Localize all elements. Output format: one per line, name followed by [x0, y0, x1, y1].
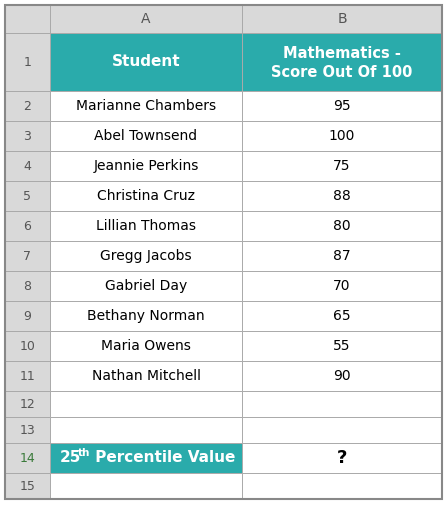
- Text: 9: 9: [24, 309, 31, 323]
- Text: 90: 90: [333, 369, 351, 383]
- Bar: [5, 5, 50, 33]
- Bar: [5, 33, 50, 91]
- Bar: [242, 417, 442, 443]
- Bar: [50, 151, 242, 181]
- Bar: [5, 331, 50, 361]
- Text: 55: 55: [333, 339, 351, 353]
- Bar: [5, 151, 50, 181]
- Text: 1: 1: [24, 55, 31, 69]
- Text: 12: 12: [20, 397, 35, 410]
- Text: 65: 65: [333, 309, 351, 323]
- Text: Abel Townsend: Abel Townsend: [94, 129, 198, 143]
- Bar: [50, 391, 242, 417]
- Bar: [242, 121, 442, 151]
- Text: B: B: [337, 12, 347, 26]
- Text: 8: 8: [24, 279, 31, 293]
- Text: 95: 95: [333, 99, 351, 113]
- Text: Maria Owens: Maria Owens: [101, 339, 191, 353]
- Bar: [242, 33, 442, 91]
- Text: Mathematics -: Mathematics -: [283, 46, 401, 61]
- Text: 4: 4: [24, 160, 31, 173]
- Bar: [5, 443, 50, 473]
- Text: Score Out Of 100: Score Out Of 100: [271, 65, 413, 80]
- Bar: [5, 391, 50, 417]
- Text: 10: 10: [20, 339, 35, 353]
- Bar: [5, 301, 50, 331]
- Bar: [242, 151, 442, 181]
- Text: Lillian Thomas: Lillian Thomas: [96, 219, 196, 233]
- Bar: [50, 181, 242, 211]
- Bar: [5, 211, 50, 241]
- Bar: [242, 5, 442, 33]
- Bar: [5, 361, 50, 391]
- Text: 11: 11: [20, 369, 35, 383]
- Bar: [50, 443, 242, 473]
- Bar: [50, 241, 242, 271]
- Bar: [50, 361, 242, 391]
- Text: 15: 15: [20, 480, 35, 492]
- Bar: [5, 121, 50, 151]
- Text: 14: 14: [20, 452, 35, 464]
- Text: Student: Student: [112, 54, 180, 70]
- Text: A: A: [141, 12, 151, 26]
- Bar: [5, 91, 50, 121]
- Bar: [50, 271, 242, 301]
- Bar: [242, 181, 442, 211]
- Bar: [5, 181, 50, 211]
- Bar: [5, 417, 50, 443]
- Bar: [242, 331, 442, 361]
- Text: Nathan Mitchell: Nathan Mitchell: [92, 369, 201, 383]
- Text: Marianne Chambers: Marianne Chambers: [76, 99, 216, 113]
- Bar: [242, 91, 442, 121]
- Bar: [50, 33, 242, 91]
- Bar: [5, 271, 50, 301]
- Bar: [242, 271, 442, 301]
- Bar: [50, 417, 242, 443]
- Bar: [242, 301, 442, 331]
- Text: 88: 88: [333, 189, 351, 203]
- Text: 7: 7: [24, 249, 31, 263]
- Bar: [50, 473, 242, 499]
- Bar: [242, 241, 442, 271]
- Text: Jeannie Perkins: Jeannie Perkins: [93, 159, 198, 173]
- Bar: [242, 211, 442, 241]
- Bar: [242, 443, 442, 473]
- Bar: [50, 5, 242, 33]
- Text: 13: 13: [20, 424, 35, 436]
- Bar: [242, 473, 442, 499]
- Bar: [50, 331, 242, 361]
- Text: 6: 6: [24, 219, 31, 233]
- Bar: [50, 301, 242, 331]
- Text: 3: 3: [24, 130, 31, 143]
- Bar: [5, 241, 50, 271]
- Bar: [5, 473, 50, 499]
- Bar: [242, 361, 442, 391]
- Text: 5: 5: [24, 189, 31, 203]
- Bar: [50, 211, 242, 241]
- Text: Percentile Value: Percentile Value: [90, 451, 236, 465]
- Bar: [50, 91, 242, 121]
- Text: 87: 87: [333, 249, 351, 263]
- Text: 25: 25: [60, 451, 81, 465]
- Text: Gregg Jacobs: Gregg Jacobs: [100, 249, 192, 263]
- Text: th: th: [78, 448, 90, 458]
- Text: 80: 80: [333, 219, 351, 233]
- Text: Gabriel Day: Gabriel Day: [105, 279, 187, 293]
- Bar: [242, 391, 442, 417]
- Text: 70: 70: [333, 279, 351, 293]
- Text: 100: 100: [329, 129, 355, 143]
- Text: 75: 75: [333, 159, 351, 173]
- Text: 2: 2: [24, 100, 31, 112]
- Text: Christina Cruz: Christina Cruz: [97, 189, 195, 203]
- Text: ?: ?: [337, 449, 347, 467]
- Text: Bethany Norman: Bethany Norman: [87, 309, 205, 323]
- Bar: [50, 121, 242, 151]
